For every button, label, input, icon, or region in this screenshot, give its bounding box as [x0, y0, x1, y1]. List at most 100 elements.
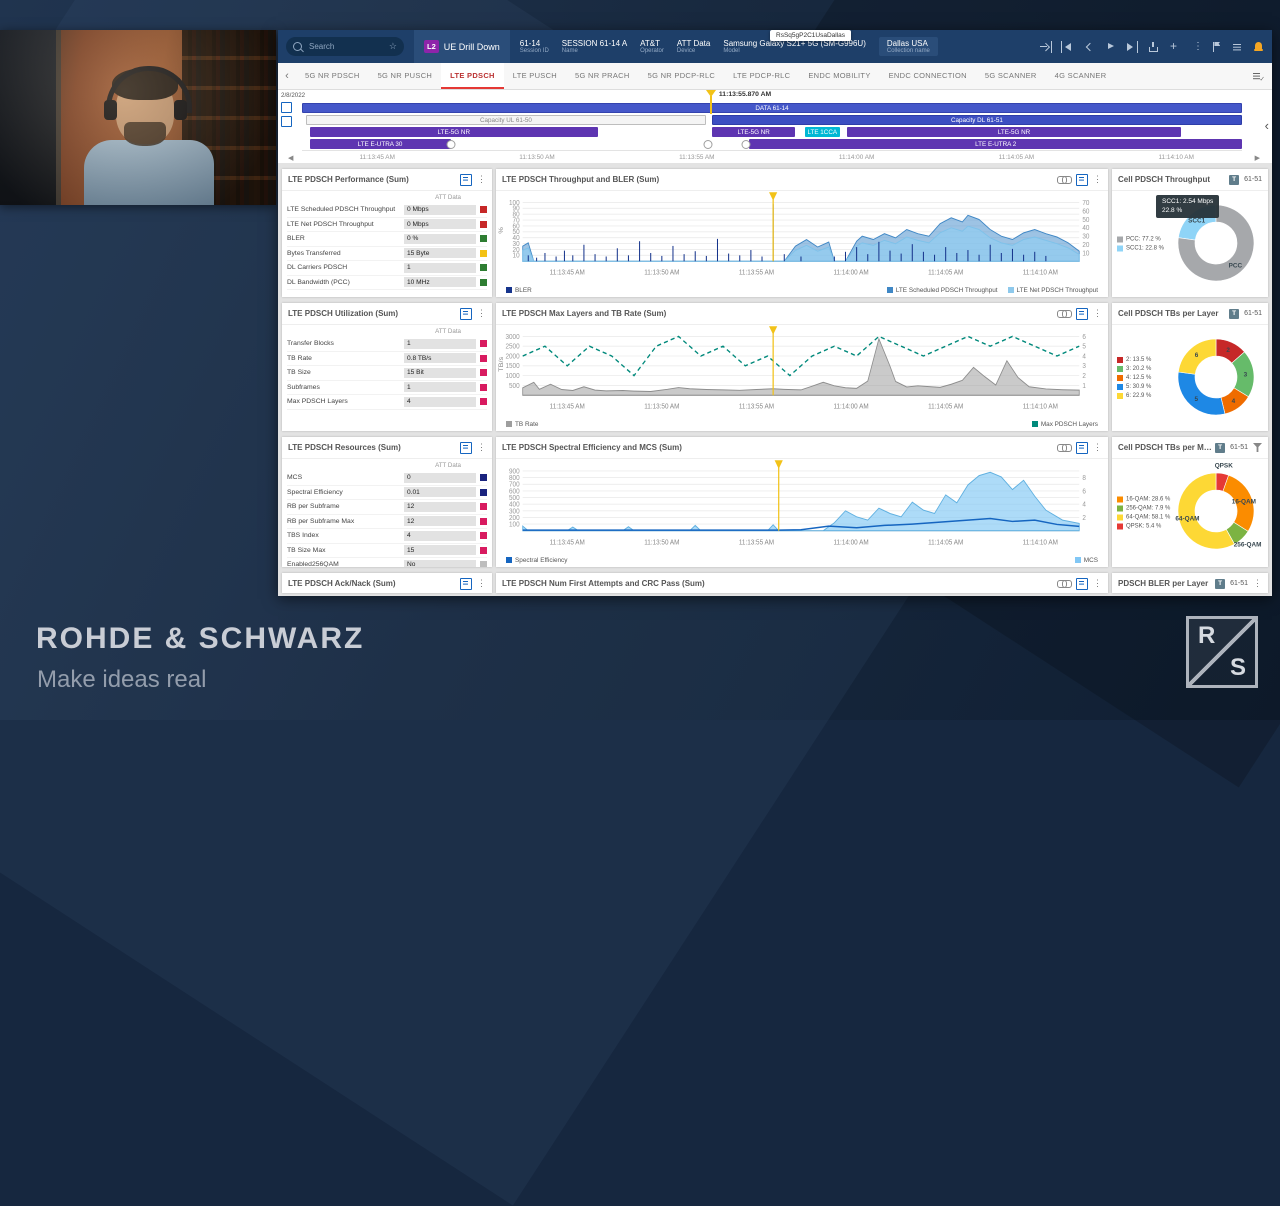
- chart-table-toggle-icon[interactable]: [1076, 174, 1088, 186]
- timeseries-chart[interactable]: 1020304050607080901001020304050607011:13…: [496, 191, 1108, 283]
- more-options-icon[interactable]: [1189, 41, 1201, 53]
- tab-endc-mobility[interactable]: ENDC MOBILITY: [799, 63, 879, 89]
- more-options-icon[interactable]: ⋮: [477, 175, 486, 184]
- timeline-pan-left-icon[interactable]: ◀: [288, 154, 293, 162]
- filter-icon[interactable]: [1253, 443, 1262, 452]
- chart-table-toggle-icon[interactable]: [460, 308, 472, 320]
- tab-lte-pusch[interactable]: LTE PUSCH: [504, 63, 566, 89]
- module-selector[interactable]: L2 UE Drill Down: [414, 30, 510, 63]
- more-options-icon[interactable]: ⋮: [477, 579, 486, 588]
- more-options-icon[interactable]: ⋮: [1093, 443, 1102, 452]
- timeline-bar-lte-5g-nr[interactable]: LTE-5G NR: [310, 127, 599, 137]
- skip-previous-icon[interactable]: [1061, 41, 1074, 53]
- tabs-scroll-left-icon[interactable]: ‹: [278, 63, 296, 89]
- search-input[interactable]: [307, 41, 384, 52]
- series-area-mcs: [523, 472, 1080, 530]
- session-badge: 61-51: [1244, 176, 1262, 183]
- timeline-handle[interactable]: [446, 140, 455, 149]
- timeline-bar-capacity-dl-61-51[interactable]: Capacity DL 61-51: [712, 115, 1242, 125]
- tab-4g-scanner[interactable]: 4G SCANNER: [1046, 63, 1116, 89]
- svg-text:70: 70: [1082, 200, 1089, 208]
- time-axis-label: 11:13:55 AM: [679, 154, 714, 161]
- tab-lte-pdcp-rlc[interactable]: LTE PDCP-RLC: [724, 63, 799, 89]
- collapse-panel-icon[interactable]: ‹: [1265, 118, 1269, 133]
- chart-table-toggle-icon[interactable]: [1076, 308, 1088, 320]
- notifications-icon[interactable]: [1252, 41, 1264, 53]
- tab-lte-pdsch[interactable]: LTE PDSCH: [441, 63, 504, 89]
- column-header: ATT Data: [435, 462, 461, 469]
- tab-endc-connection[interactable]: ENDC CONNECTION: [880, 63, 976, 89]
- calendar-icon[interactable]: [281, 102, 292, 113]
- more-options-icon[interactable]: ⋮: [477, 309, 486, 318]
- add-icon[interactable]: [1168, 41, 1180, 53]
- panel-title: PDSCH BLER per Layer: [1118, 579, 1215, 588]
- favorite-star-icon[interactable]: ☆: [389, 41, 397, 52]
- more-options-icon[interactable]: ⋮: [1093, 309, 1102, 318]
- timeline-bar-data-61-14[interactable]: DATA 61-14: [302, 103, 1242, 113]
- tab-5g-nr-prach[interactable]: 5G NR PRACH: [566, 63, 639, 89]
- tab-5g-nr-pdsch[interactable]: 5G NR PDSCH: [296, 63, 369, 89]
- step-back-icon[interactable]: [1083, 41, 1095, 53]
- tab-5g-nr-pdcp-rlc[interactable]: 5G NR PDCP-RLC: [639, 63, 725, 89]
- donut-legend: 16-QAM: 28.6 %256-QAM: 7.9 %64-QAM: 58.1…: [1117, 497, 1170, 530]
- chart-table-toggle-icon[interactable]: [460, 442, 472, 454]
- metric-value: 0.8 TB/s: [404, 353, 476, 363]
- link-sync-icon[interactable]: [1057, 580, 1071, 588]
- legend-item: 4: 12.5 %: [1117, 375, 1151, 381]
- link-sync-icon[interactable]: [1057, 176, 1071, 184]
- legend-label: QPSK: 5.4 %: [1126, 524, 1161, 530]
- link-sync-icon[interactable]: [1057, 444, 1071, 452]
- skip-next-icon[interactable]: [1125, 41, 1138, 53]
- view-list-icon[interactable]: [1252, 70, 1264, 82]
- timeline-handle[interactable]: [741, 140, 750, 149]
- timeline-bar-lte-e-utra-2[interactable]: LTE E-UTRA 2: [749, 139, 1242, 149]
- report-flag-icon[interactable]: [1210, 41, 1222, 53]
- play-icon[interactable]: [1104, 41, 1116, 53]
- tab-5g-nr-pusch[interactable]: 5G NR PUSCH: [369, 63, 442, 89]
- metric-label: Transfer Blocks: [287, 340, 400, 347]
- legend-item: LTE Scheduled PDSCH Throughput: [887, 287, 998, 294]
- timeline-bar-lte-5g-nr[interactable]: LTE-5G NR: [712, 127, 796, 137]
- chart-table-toggle-icon[interactable]: [460, 174, 472, 186]
- more-options-icon[interactable]: ⋮: [1093, 579, 1102, 588]
- timeline-handle[interactable]: [704, 140, 713, 149]
- timeline-bar-lte-e-utra-30[interactable]: LTE E-UTRA 30: [310, 139, 451, 149]
- svg-text:4: 4: [1082, 353, 1086, 361]
- more-options-icon[interactable]: ⋮: [1253, 579, 1262, 588]
- timeline-bar-capacity-ul-61-50[interactable]: Capacity UL 61-50: [306, 115, 706, 125]
- chart-table-toggle-icon[interactable]: [1076, 442, 1088, 454]
- chart-table-toggle-icon[interactable]: [460, 578, 472, 590]
- donut-slice-5[interactable]: [1178, 372, 1225, 415]
- chart-table-toggle-icon[interactable]: [1076, 578, 1088, 590]
- chart-cursor-marker: [769, 326, 777, 334]
- more-options-icon[interactable]: ⋮: [1093, 175, 1102, 184]
- timeseries-chart[interactable]: 100200300400500600700800900246811:13:45 …: [496, 459, 1108, 553]
- tab-5g-scanner[interactable]: 5G SCANNER: [976, 63, 1046, 89]
- timeline-pan-right-icon[interactable]: ▶: [1255, 154, 1260, 162]
- svg-text:700: 700: [509, 481, 520, 489]
- legend-swatch: [1008, 287, 1014, 293]
- search-box[interactable]: ☆: [286, 37, 404, 56]
- column-header: ATT Data: [435, 328, 461, 335]
- jump-to-latest-icon[interactable]: [1039, 41, 1052, 53]
- layers-icon[interactable]: [281, 116, 292, 127]
- timeline-bar-lte-5g-nr[interactable]: LTE-5G NR: [847, 127, 1181, 137]
- link-sync-icon[interactable]: [1057, 310, 1071, 318]
- donut-legend: 2: 13.5 %3: 20.2 %4: 12.5 %5: 30.9 %6: 2…: [1117, 357, 1151, 399]
- timeline-bar-lte-1cca[interactable]: LTE 1CCA: [805, 127, 840, 137]
- menu-icon[interactable]: [1231, 41, 1243, 53]
- more-options-icon[interactable]: ⋮: [477, 443, 486, 452]
- export-icon[interactable]: [1147, 41, 1159, 53]
- toolbar-icons: [1039, 41, 1264, 53]
- legend-label: 4: 12.5 %: [1126, 375, 1151, 381]
